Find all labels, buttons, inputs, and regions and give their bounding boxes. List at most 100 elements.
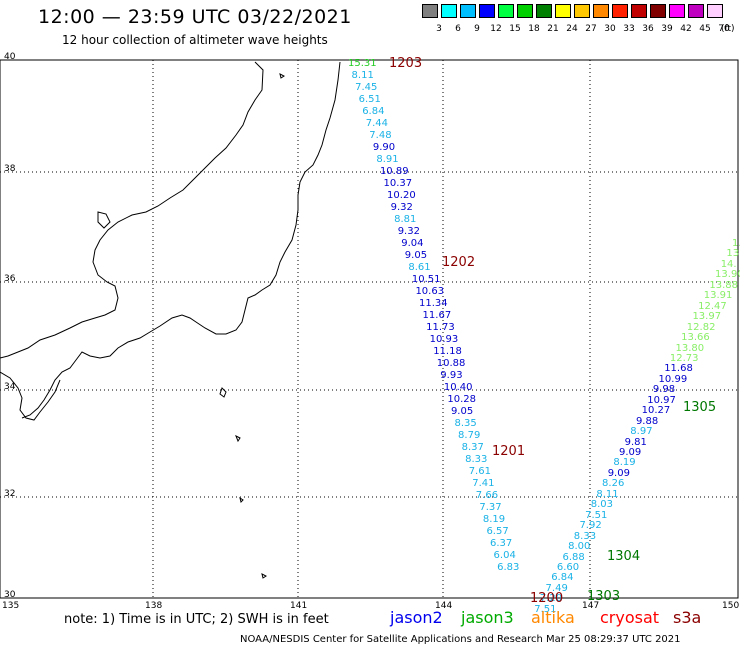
island-izu [219,387,227,398]
swh-value: 8.35 [454,418,477,429]
swh-value: 7.51 [534,603,557,615]
swh-value: 10.99 [658,373,688,385]
lon-label: 141 [290,601,308,611]
satellite-name: jason3 [461,608,514,627]
swh-value: 7.92 [579,520,602,532]
grid-lines [0,60,738,598]
scale-label: 42 [680,24,692,34]
swh-value: 9.93 [440,370,463,381]
swh-value: 8.11 [596,488,619,500]
swh-value: 11.68 [664,363,693,375]
footer-credit: NOAA/NESDIS Center for Satellite Applica… [240,634,681,645]
scale-label: 12 [490,24,502,34]
scale-label: 36 [642,24,654,34]
swh-value: 9.32 [390,202,413,213]
scale-label: 18 [528,24,540,34]
scale-swatch [422,4,438,18]
swh-value: 9.09 [619,447,642,458]
lon-label: 150 [722,601,740,611]
swh-value: 13.97 [692,311,722,323]
swh-value: 6.88 [562,551,585,563]
satellite-name: s3a [673,608,702,627]
swh-value: 6.57 [486,526,509,537]
pass-time-label: 1202 [442,255,476,270]
swh-value: 14. [720,258,737,270]
satellite-name: altika [531,608,575,627]
swh-value: 1. [732,238,740,249]
pass-time-label: 1304 [607,549,641,564]
lon-label: 138 [145,601,163,611]
page-title: 12:00 — 23:59 UTC 03/22/2021 [38,6,352,28]
swh-value: 8.19 [482,514,506,525]
scale-label: 3 [436,24,442,34]
swh-value: 6.84 [362,106,385,117]
swh-value: 6.84 [551,572,574,584]
swh-value: 15.31 [348,58,377,69]
swh-value: 9.09 [607,467,630,479]
scale-label: 30 [604,24,616,34]
swh-value: 8.33 [573,530,597,542]
swh-value: 11.18 [433,346,462,357]
lat-label: 32 [4,489,16,499]
scale-label: 27 [585,24,597,34]
swh-value: 10.51 [411,274,441,285]
swh-value: 12.73 [669,352,699,364]
map-frame [0,59,739,599]
lat-label: 38 [4,164,16,174]
scale-swatch [612,4,628,18]
swh-value: 9.81 [624,436,647,448]
scale-label: 39 [661,24,673,34]
swh-value: 8.79 [458,430,481,441]
swh-value: 10.93 [429,334,459,345]
pass-time-label: 1203 [389,56,423,71]
scale-label: 33 [623,24,635,34]
island-sado [97,211,111,229]
scale-swatch [688,4,704,18]
swh-value: 8.11 [351,70,374,81]
swh-value: 8.81 [394,214,417,225]
pass-time-label: 1303 [587,589,621,604]
swh-value: 6.04 [493,550,516,561]
swh-value: 6.51 [358,94,381,105]
swh-value: 7.20 [539,593,563,605]
swh-value: 11.34 [419,298,448,309]
swh-value: 8.91 [376,154,399,165]
swh-value: 13.80 [675,342,705,354]
swh-value: 7.48 [369,130,392,141]
scale-swatch [669,4,685,18]
swh-value: 13.66 [681,332,710,344]
swh-value: 10.88 [436,358,466,369]
lon-label: 147 [582,601,600,611]
swh-value: 8.97 [630,426,653,438]
coastline-honshu-east [21,61,341,419]
swh-value: 6.60 [556,561,580,573]
swh-value: 9.88 [635,415,659,427]
satellite-name: cryosat [600,608,660,627]
swh-value: 7.44 [365,118,389,129]
swh-value: 10.37 [383,178,413,189]
scale-swatch [707,4,723,18]
swh-value: 7.49 [545,582,568,594]
note-text: note: 1) Time is in UTC; 2) SWH is in fe… [64,612,329,627]
swh-value: 9.32 [397,226,420,237]
swh-value: 13.88 [709,279,739,291]
scale-label: 70 [718,24,730,34]
scale-label: 45 [699,24,711,34]
swh-value: 8.37 [461,442,484,453]
scale-label: 9 [474,24,480,34]
scale-unit: (ft) [721,24,735,34]
swh-value: 9.90 [372,142,396,153]
swh-value: 13.90 [715,269,740,281]
island-small-3 [261,573,267,579]
swh-value: 6.37 [490,538,513,549]
scale-swatch [650,4,666,18]
swh-value: 9.04 [401,238,424,249]
swh-value: 10.63 [415,286,445,297]
swh-value: 7.37 [479,502,502,513]
swh-value: 8.19 [613,457,636,469]
scale-swatch [631,4,647,18]
island-small-1 [235,434,241,443]
lon-label: 144 [435,601,453,611]
scale-swatch [498,4,514,18]
